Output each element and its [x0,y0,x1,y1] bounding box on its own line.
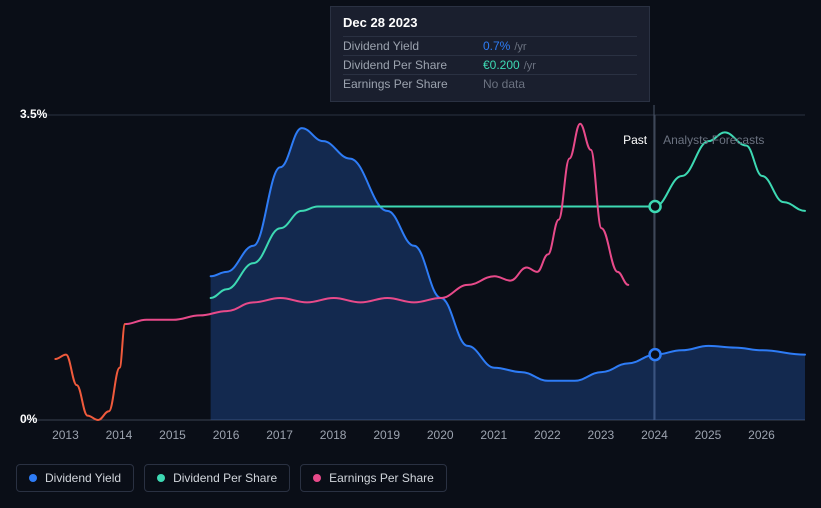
x-axis-label: 2020 [427,428,454,442]
chart-legend: Dividend Yield Dividend Per Share Earnings… [16,464,447,492]
x-axis-label: 2014 [106,428,133,442]
legend-item[interactable]: Dividend Per Share [144,464,290,492]
tooltip-row: Earnings Per ShareNo data [343,74,637,93]
y-axis-label: 0% [20,412,37,426]
legend-dot-icon [29,474,37,482]
x-axis-label: 2023 [588,428,615,442]
x-axis-label: 2026 [748,428,775,442]
x-axis-label: 2024 [641,428,668,442]
x-axis-label: 2021 [480,428,507,442]
tooltip-key: Dividend Per Share [343,58,483,72]
tooltip-key: Dividend Yield [343,39,483,53]
y-axis-label: 3.5% [20,107,47,121]
x-axis-label: 2019 [373,428,400,442]
x-axis-label: 2015 [159,428,186,442]
tooltip-date: Dec 28 2023 [343,15,637,30]
legend-label: Dividend Per Share [173,471,277,485]
x-axis-label: 2025 [695,428,722,442]
legend-item[interactable]: Earnings Per Share [300,464,447,492]
legend-dot-icon [157,474,165,482]
legend-label: Dividend Yield [45,471,121,485]
x-axis-label: 2013 [52,428,79,442]
x-axis-label: 2016 [213,428,240,442]
tooltip-key: Earnings Per Share [343,77,483,91]
x-axis-label: 2017 [266,428,293,442]
legend-label: Earnings Per Share [329,471,434,485]
chart-tooltip: Dec 28 2023 Dividend Yield0.7%/yrDividen… [330,6,650,102]
dividend-chart: 0% 3.5% 2013 2014 2015 2016 2017 2018 2019 2020 20… [0,0,821,508]
legend-item[interactable]: Dividend Yield [16,464,134,492]
x-axis-label: 2022 [534,428,561,442]
past-label: Past [623,133,647,147]
legend-dot-icon [313,474,321,482]
tooltip-value: No data [483,77,525,91]
tooltip-value: 0.7%/yr [483,39,527,53]
tooltip-row: Dividend Yield0.7%/yr [343,36,637,55]
forecast-label: Analysts Forecasts [663,133,764,147]
x-axis-label: 2018 [320,428,347,442]
tooltip-row: Dividend Per Share€0.200/yr [343,55,637,74]
tooltip-value: €0.200/yr [483,58,536,72]
